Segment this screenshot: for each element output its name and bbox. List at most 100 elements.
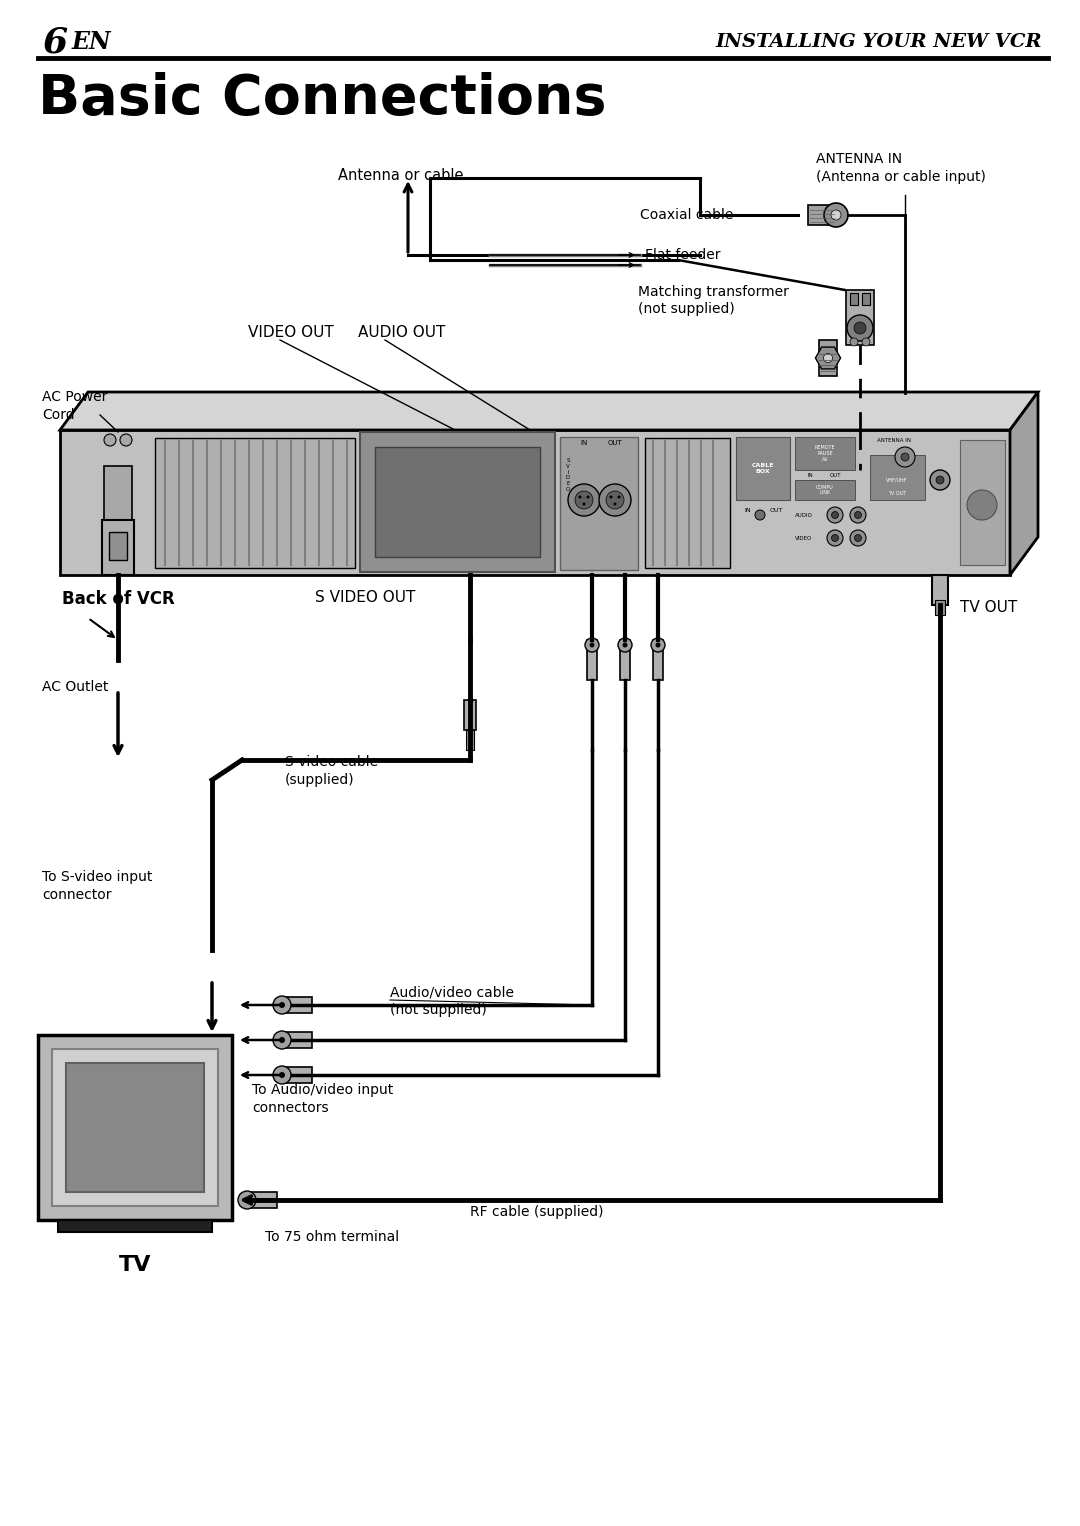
Circle shape — [854, 322, 866, 334]
Circle shape — [568, 484, 600, 516]
Text: 6: 6 — [42, 24, 67, 60]
Circle shape — [827, 507, 843, 523]
Text: RF cable (supplied): RF cable (supplied) — [470, 1206, 604, 1219]
Circle shape — [273, 1032, 291, 1048]
Bar — [110, 525, 126, 555]
Bar — [282, 1032, 312, 1048]
Circle shape — [575, 491, 593, 510]
Polygon shape — [815, 346, 840, 369]
Bar — [960, 439, 1005, 565]
Circle shape — [582, 502, 585, 505]
Text: TV: TV — [119, 1254, 151, 1276]
Bar — [870, 455, 924, 501]
Bar — [247, 1192, 276, 1209]
Bar — [465, 729, 474, 749]
Circle shape — [854, 511, 862, 519]
Text: Matching transformer: Matching transformer — [638, 285, 788, 299]
Text: AUDIO OUT: AUDIO OUT — [357, 325, 445, 340]
Bar — [52, 1048, 218, 1206]
Text: S
V
I
D
E
O: S V I D E O — [566, 458, 570, 491]
Bar — [38, 1035, 232, 1219]
Circle shape — [599, 484, 631, 516]
Bar — [156, 438, 355, 568]
Text: INSTALLING YOUR NEW VCR: INSTALLING YOUR NEW VCR — [715, 34, 1042, 50]
Circle shape — [273, 1067, 291, 1083]
Bar — [375, 447, 540, 557]
Text: connectors: connectors — [252, 1100, 328, 1116]
Text: To 75 ohm terminal: To 75 ohm terminal — [265, 1230, 400, 1244]
Bar — [58, 1219, 212, 1231]
Circle shape — [854, 534, 862, 542]
Text: AC Outlet: AC Outlet — [42, 681, 108, 694]
Bar — [588, 639, 597, 681]
Bar — [819, 340, 837, 375]
Circle shape — [618, 638, 632, 652]
Circle shape — [901, 453, 909, 461]
Text: OUT: OUT — [829, 473, 840, 478]
Polygon shape — [60, 430, 1010, 575]
Text: Basic Connections: Basic Connections — [38, 72, 607, 127]
Circle shape — [651, 638, 665, 652]
Text: ANTENNA IN: ANTENNA IN — [816, 153, 902, 166]
Bar — [846, 290, 874, 345]
Circle shape — [831, 211, 841, 220]
Bar — [653, 639, 663, 681]
Bar — [464, 700, 476, 729]
Text: IN: IN — [807, 473, 813, 478]
Bar — [645, 438, 730, 568]
Circle shape — [606, 491, 624, 510]
Text: To Audio/video input: To Audio/video input — [252, 1083, 393, 1097]
Text: IN: IN — [745, 508, 752, 513]
Text: REMOTE
PAUSE
AV: REMOTE PAUSE AV — [814, 446, 835, 462]
Text: To S-video input: To S-video input — [42, 870, 152, 884]
Polygon shape — [60, 392, 1038, 430]
Circle shape — [104, 433, 116, 446]
Bar — [935, 600, 945, 615]
Text: Coaxial cable: Coaxial cable — [640, 208, 733, 221]
Bar — [282, 996, 312, 1013]
Bar — [795, 436, 855, 470]
Circle shape — [827, 530, 843, 546]
Circle shape — [862, 337, 870, 346]
Bar — [66, 1064, 204, 1192]
Text: OUT: OUT — [608, 439, 622, 446]
Circle shape — [850, 337, 858, 346]
Bar — [360, 432, 555, 572]
Bar — [862, 293, 870, 305]
Bar — [850, 293, 858, 305]
Circle shape — [279, 1071, 285, 1077]
Bar — [561, 436, 638, 571]
Circle shape — [850, 530, 866, 546]
Text: AC Power: AC Power — [42, 391, 107, 404]
Text: VIDEO OUT: VIDEO OUT — [248, 325, 334, 340]
Text: ANTENNA IN: ANTENNA IN — [877, 438, 912, 443]
Text: VIDEO: VIDEO — [795, 536, 812, 540]
Circle shape — [850, 507, 866, 523]
Text: Cord: Cord — [42, 407, 75, 423]
Circle shape — [585, 638, 599, 652]
Text: connector: connector — [42, 888, 111, 902]
Circle shape — [755, 510, 765, 520]
Circle shape — [824, 354, 833, 363]
Circle shape — [273, 996, 291, 1013]
Text: CABLE
BOX: CABLE BOX — [752, 462, 774, 475]
Text: TV OUT: TV OUT — [888, 490, 906, 496]
Text: TV OUT: TV OUT — [960, 600, 1017, 615]
Circle shape — [590, 642, 594, 647]
Circle shape — [656, 642, 661, 647]
Circle shape — [238, 1190, 256, 1209]
Circle shape — [936, 476, 944, 484]
Circle shape — [613, 502, 617, 505]
Text: (Antenna or cable input): (Antenna or cable input) — [816, 169, 986, 185]
Circle shape — [895, 447, 915, 467]
Text: Audio/video cable: Audio/video cable — [390, 984, 514, 1000]
Text: Flat feeder: Flat feeder — [645, 249, 720, 262]
Text: (supplied): (supplied) — [285, 774, 354, 787]
Circle shape — [622, 642, 627, 647]
Polygon shape — [1010, 392, 1038, 575]
Bar — [932, 575, 948, 604]
Text: Antenna or cable: Antenna or cable — [338, 168, 463, 183]
Bar — [808, 204, 836, 224]
Circle shape — [930, 470, 950, 490]
Bar — [109, 533, 127, 560]
